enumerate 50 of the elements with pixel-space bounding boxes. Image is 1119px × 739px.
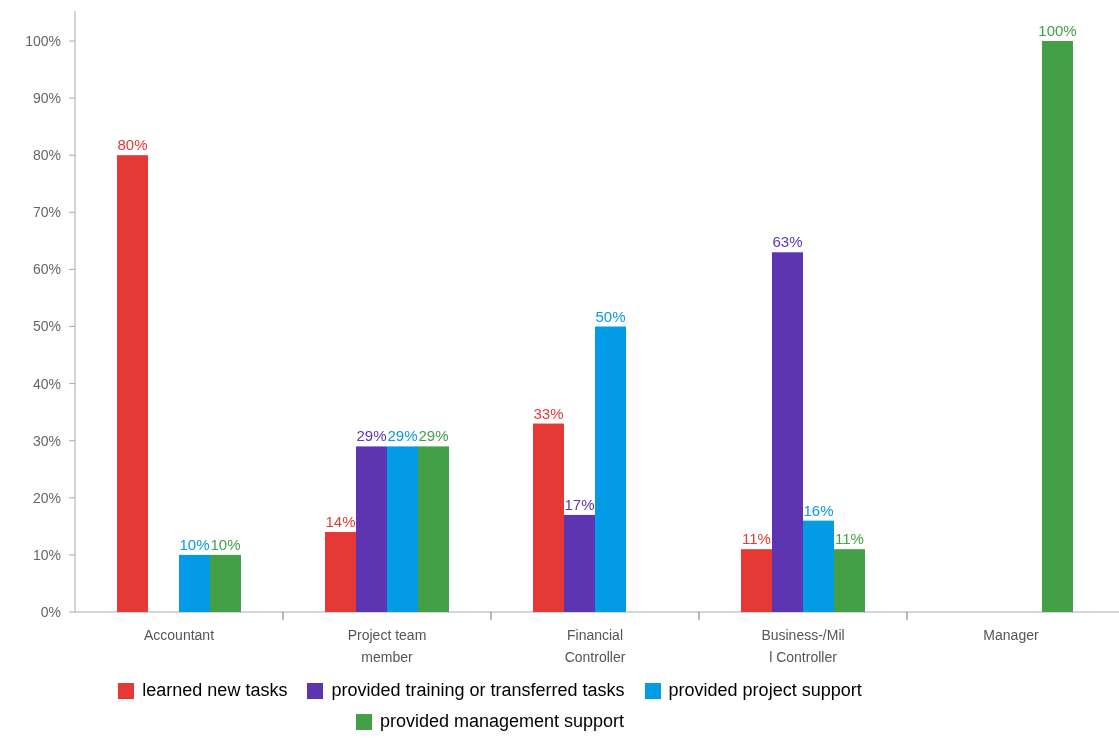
data-label: 29% [356, 427, 387, 445]
data-label: 63% [772, 233, 803, 251]
y-tick-label: 90% [32, 90, 61, 106]
x-tick-label: Business-/Mill Controller [761, 627, 845, 665]
bar [803, 520, 834, 612]
data-label: 33% [533, 404, 564, 422]
y-tick-label: 50% [32, 318, 61, 335]
bar [117, 155, 148, 612]
y-tick-label: 0% [40, 603, 61, 620]
bar [387, 446, 418, 612]
bar [772, 252, 803, 612]
bar [210, 554, 241, 612]
legend-label: provided training or transferred tasks [331, 680, 625, 701]
data-label: 17% [564, 495, 595, 513]
bar [741, 549, 772, 612]
bar [418, 446, 449, 612]
bar [595, 326, 626, 612]
y-tick-label: 70% [32, 204, 61, 221]
x-tick-label: Financial Controller [564, 627, 626, 665]
bar [179, 554, 210, 612]
y-tick-label: 40% [32, 375, 61, 392]
data-label: 11% [835, 530, 864, 548]
y-tick-label: 100% [25, 32, 61, 49]
legend-label: learned new tasks [142, 680, 288, 701]
y-tick-label: 20% [32, 489, 61, 506]
y-tick-label: 10% [32, 546, 61, 563]
bar [1042, 41, 1073, 612]
x-tick-label: Project team member [347, 627, 427, 665]
data-label: 14% [325, 513, 356, 531]
data-label: 10% [210, 535, 241, 553]
data-label: 16% [803, 501, 834, 519]
y-tick-label: 80% [32, 147, 61, 164]
bar [356, 446, 387, 612]
x-tick-label: Manager [983, 627, 1039, 643]
data-label: 80% [117, 136, 148, 154]
legend-label: provided management support [379, 711, 625, 732]
data-label: 29% [418, 427, 449, 445]
bar [564, 514, 595, 612]
bar [834, 549, 865, 612]
bar [325, 532, 356, 612]
x-tick-label: Accountant [143, 627, 215, 643]
y-tick-label: 60% [32, 261, 61, 278]
bar [533, 423, 564, 612]
data-label: 50% [595, 307, 626, 325]
legend-label: provided project support [668, 680, 862, 701]
data-label: 100% [1038, 22, 1077, 39]
data-label: 10% [179, 535, 210, 553]
data-label: 29% [387, 427, 418, 445]
data-label: 11% [742, 530, 771, 548]
y-tick-label: 30% [32, 432, 61, 449]
